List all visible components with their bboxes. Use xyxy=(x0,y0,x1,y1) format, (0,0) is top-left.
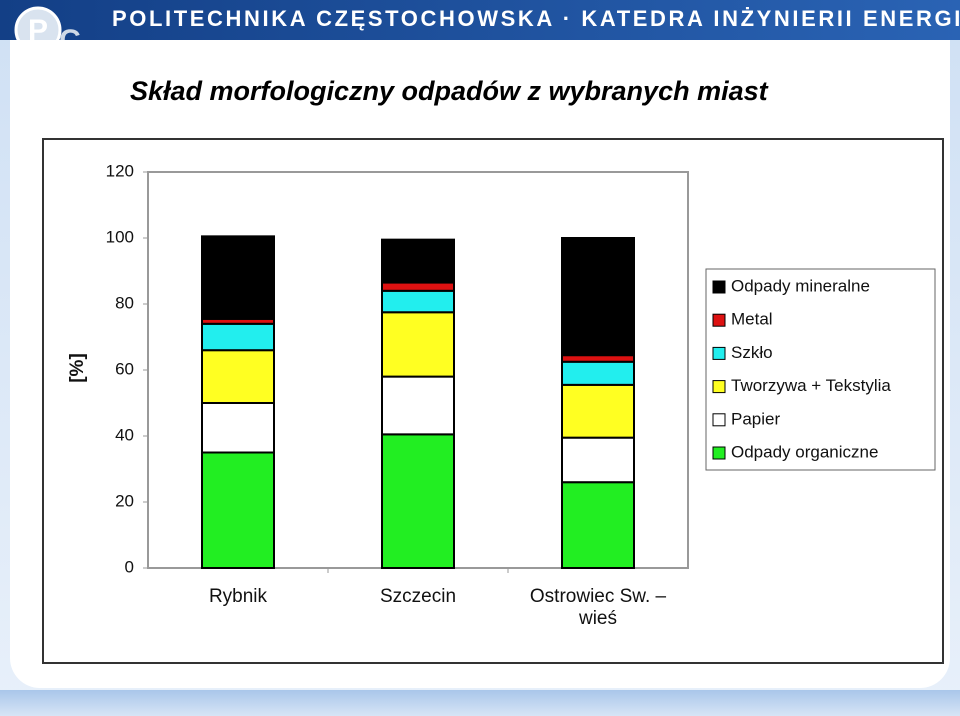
y-tick-label: 0 xyxy=(125,557,134,576)
legend-swatch xyxy=(712,313,726,327)
bar-segment xyxy=(561,436,635,484)
legend-swatch xyxy=(712,446,726,460)
bar-segment xyxy=(381,281,455,292)
bar-segment xyxy=(201,235,275,320)
bar-segment xyxy=(561,360,635,386)
bar-segment xyxy=(381,311,455,378)
chart-title: Skład morfologiczny odpadów z wybranych … xyxy=(130,76,768,106)
legend-label: Odpady mineralne xyxy=(731,276,870,295)
header-bar xyxy=(0,0,960,40)
bar-segment xyxy=(561,481,635,570)
bar-segment xyxy=(381,238,455,284)
legend-swatch xyxy=(712,280,726,294)
x-tick-label: Ostrowiec Sw. –wieś xyxy=(529,586,667,629)
bar-segment xyxy=(561,237,635,357)
y-tick-label: 40 xyxy=(115,425,134,444)
bar-segment xyxy=(201,451,275,569)
legend-label: Metal xyxy=(731,310,773,329)
y-axis-label: [%] xyxy=(67,353,88,383)
y-tick-label: 60 xyxy=(115,359,134,378)
y-tick-label: 100 xyxy=(106,227,134,246)
bar-segment xyxy=(381,289,455,314)
x-tick-label: Szczecin xyxy=(379,586,457,607)
bar-segment xyxy=(201,402,275,454)
legend-label: Papier xyxy=(731,409,780,428)
header-text: POLITECHNIKA CZĘSTOCHOWSKA · KATEDRA INŻ… xyxy=(112,6,960,31)
footer-bar xyxy=(0,690,960,716)
bar-segment xyxy=(201,349,275,405)
svg-text:P: P xyxy=(28,14,48,47)
x-tick-label: Rybnik xyxy=(208,586,268,607)
legend-swatch xyxy=(712,346,726,360)
bar-segment xyxy=(381,433,455,569)
bar-segment xyxy=(381,375,455,436)
legend-label: Tworzywa + Tekstylia xyxy=(731,376,891,395)
legend-label: Odpady organiczne xyxy=(731,442,878,461)
legend-box xyxy=(705,268,936,471)
legend-label: Szkło xyxy=(731,343,773,362)
legend-swatch xyxy=(712,413,726,427)
legend-swatch xyxy=(712,380,726,394)
bar-segment xyxy=(561,383,635,439)
y-tick-label: 80 xyxy=(115,293,134,312)
bar-segment xyxy=(201,322,275,352)
y-tick-label: 20 xyxy=(115,491,134,510)
y-tick-label: 120 xyxy=(106,161,134,180)
